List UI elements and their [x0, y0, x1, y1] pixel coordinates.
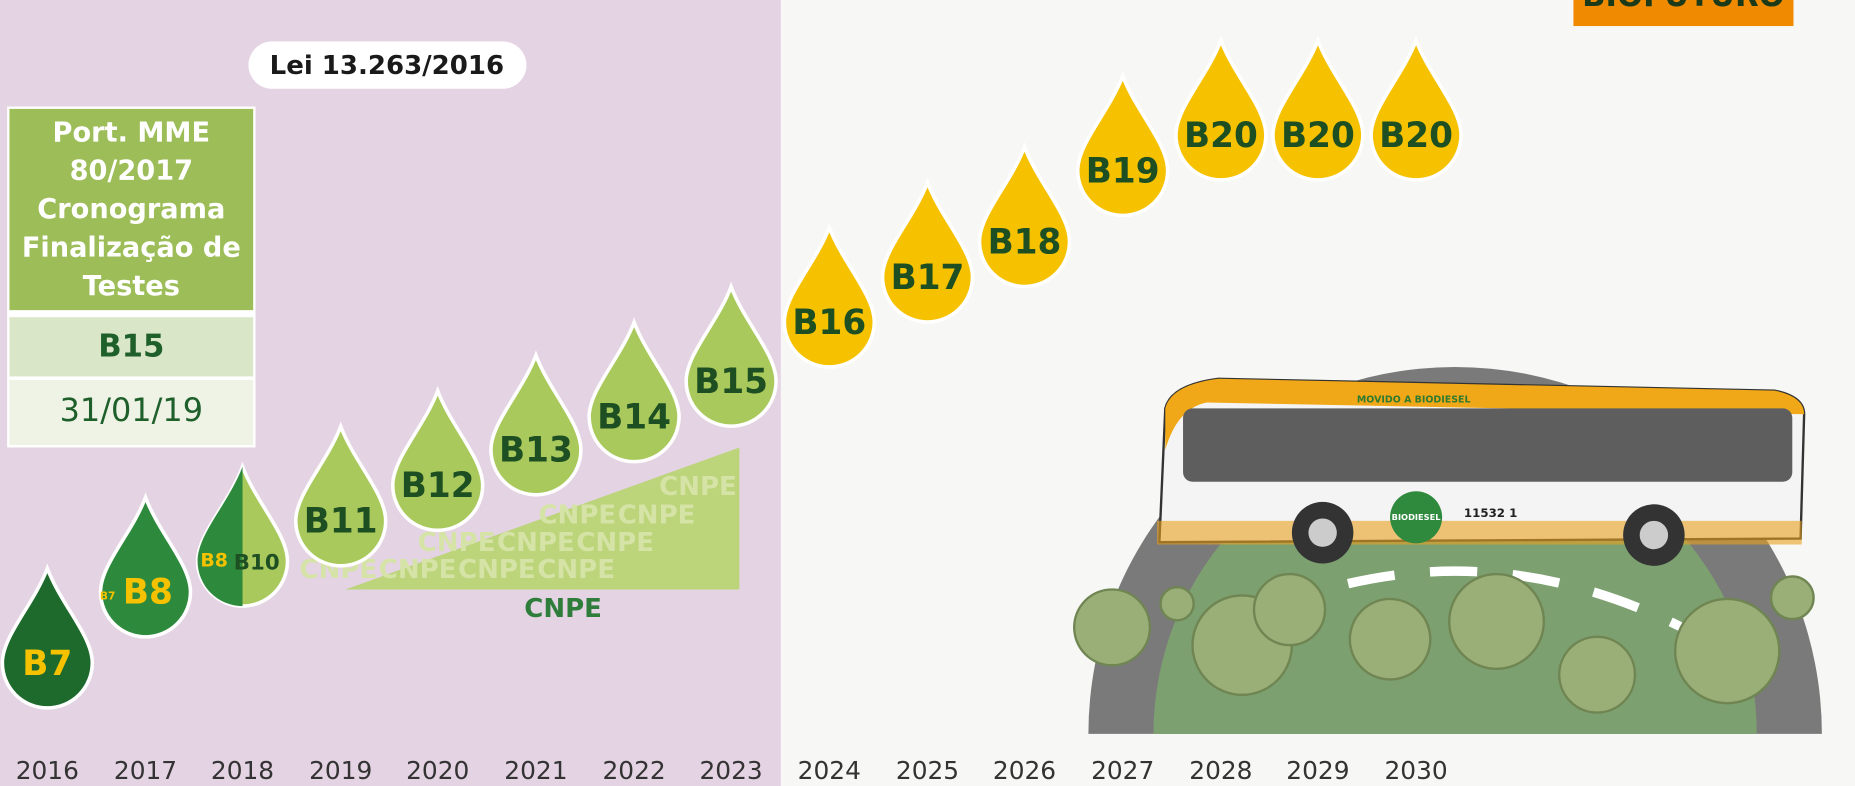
year: 2022	[602, 756, 665, 785]
year: 2017	[114, 756, 177, 785]
year: 2027	[1091, 756, 1154, 785]
drop	[1174, 35, 1268, 182]
drop-half	[197, 466, 243, 607]
drop-label: B14	[597, 398, 671, 438]
year: 2030	[1384, 756, 1447, 785]
cnpe-watermark: CNPE	[537, 555, 615, 585]
drop	[880, 177, 975, 324]
drop	[587, 317, 681, 464]
drop	[98, 492, 193, 639]
year: 2026	[993, 756, 1056, 785]
law-pill	[248, 41, 527, 89]
drop	[293, 421, 388, 568]
drop-label: B12	[401, 466, 475, 506]
drop-label: B15	[694, 362, 768, 402]
drop	[1075, 70, 1170, 218]
box-row	[9, 379, 254, 446]
bus-roof	[1165, 378, 1805, 450]
seal	[1390, 491, 1443, 544]
bus-windows	[1183, 408, 1793, 482]
portaria-title: 80/2017	[70, 156, 193, 187]
drop	[977, 141, 1072, 289]
year: 2019	[309, 756, 372, 785]
portaria-date: 31/01/19	[60, 391, 203, 429]
portaria-title: Finalização de	[22, 233, 241, 264]
drop	[782, 222, 877, 369]
drop-label: B16	[792, 303, 866, 343]
drop-label: B20	[1281, 116, 1355, 156]
drop-sublabel: B8	[200, 550, 228, 572]
drop-label: B18	[988, 222, 1062, 262]
banner: BIOFUTURO	[1582, 0, 1785, 14]
drop-label: B8	[123, 573, 173, 613]
year: 2020	[406, 756, 469, 785]
portaria-box: Port. MME 80/2017 Cronograma Finalização de…	[7, 106, 256, 448]
year: 2021	[504, 756, 567, 785]
bus-number: 11532 1	[1464, 506, 1517, 520]
year: 2025	[896, 756, 959, 785]
cnpe-watermark: CNPE	[576, 528, 654, 558]
year: 2029	[1286, 756, 1349, 785]
cnpe-watermark: CNPE	[618, 501, 696, 531]
drop-sublabel: B7	[100, 590, 116, 603]
year: 2016	[16, 756, 79, 785]
cnpe-watermark: CNPE	[497, 528, 575, 558]
cnpe-watermark: CNPE	[418, 528, 496, 558]
drop-label: B19	[1086, 151, 1160, 191]
bus-slogan: MOVIDO A BIODIESEL	[1357, 395, 1471, 406]
drop	[1271, 35, 1365, 182]
year: 2018	[211, 756, 274, 785]
bus-scene: BIODIESEL MOVIDO A BIODIESEL 11532 1	[1073, 366, 1822, 734]
year: 2024	[798, 756, 861, 785]
portaria-blend: B15	[98, 329, 164, 365]
drop-label: B11	[304, 502, 378, 542]
drop	[489, 350, 583, 497]
banner-box	[1573, 0, 1794, 27]
portaria-title: Port. MME	[53, 117, 211, 148]
cnpe: CNPECNPECNPECNPECNPECNPECNPECNPECNPECNPE…	[300, 447, 740, 624]
drop-label: B7	[22, 644, 72, 684]
drop-label: B20	[1184, 116, 1258, 156]
year: 2023	[700, 756, 763, 785]
cnpe-watermark: CNPE	[659, 472, 737, 502]
drop-label: B10	[234, 550, 280, 575]
bus-skirt	[1157, 520, 1802, 545]
cnpe-watermark: CNPE	[458, 555, 536, 585]
drop	[390, 385, 485, 533]
portaria-title: Cronograma	[37, 194, 225, 225]
drop-label: B17	[891, 258, 965, 298]
wheel-hub	[1639, 520, 1669, 550]
box-header	[9, 108, 254, 311]
seal-text: BIODIESEL	[1392, 512, 1442, 522]
wheel-hub	[1308, 518, 1337, 547]
drop	[1369, 35, 1463, 182]
drop-label: B13	[499, 431, 573, 471]
drop-label: B20	[1379, 116, 1453, 156]
cnpe-watermark: CNPE	[538, 501, 616, 531]
cnpe-ramp	[345, 447, 740, 590]
cnpe-label: CNPE	[524, 594, 602, 624]
trees	[1073, 572, 1815, 714]
year: 2028	[1189, 756, 1252, 785]
road-marks	[1192, 566, 1718, 650]
drop	[0, 563, 95, 710]
drop	[684, 281, 778, 428]
box-row	[9, 317, 254, 377]
portaria-title: Testes	[83, 271, 180, 302]
cnpe-watermark: CNPE	[379, 555, 457, 585]
law: Lei 13.263/2016	[270, 51, 504, 81]
